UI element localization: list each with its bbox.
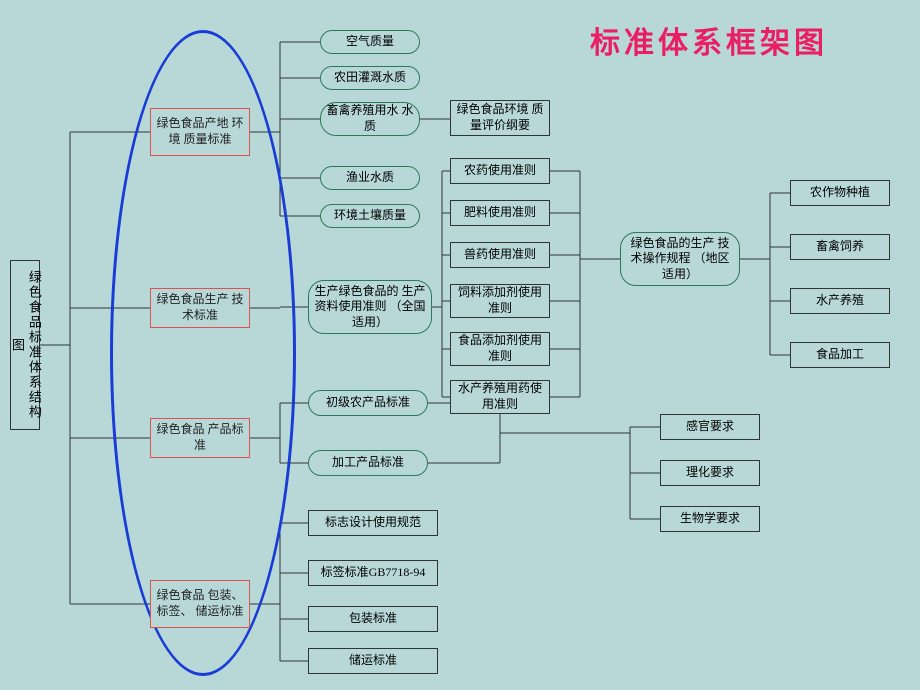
node-l4_fert: 肥料使用准则 <box>450 200 550 226</box>
node-l3_fish: 渔业水质 <box>320 166 420 190</box>
node-l4_vet: 兽药使用准则 <box>450 242 550 268</box>
node-l6_proc: 食品加工 <box>790 342 890 368</box>
node-l3_store: 储运标准 <box>308 648 438 674</box>
node-l3_label: 标签标准GB7718-94 <box>308 560 438 586</box>
node-l3_air: 空气质量 <box>320 30 420 54</box>
node-root: 绿色食品标准体系结构图 <box>10 260 40 430</box>
node-l4_pest: 农药使用准则 <box>450 158 550 184</box>
node-l3_processed: 加工产品标准 <box>308 450 428 476</box>
node-l3_pack: 包装标准 <box>308 606 438 632</box>
node-l4_foodadd: 食品添加剂使用 准则 <box>450 332 550 366</box>
node-l3_lvwater: 畜禽养殖用水 水质 <box>320 102 420 136</box>
node-l4_aqua: 水产养殖用药使 用准则 <box>450 380 550 414</box>
node-l2_4: 绿色食品 包装、标签、 储运标准 <box>150 580 250 628</box>
node-l2_1: 绿色食品产地 环境 质量标准 <box>150 108 250 156</box>
node-l3_prodmat: 生产绿色食品的 生产资料使用准则 （全国适用） <box>308 280 432 334</box>
node-l2_3: 绿色食品 产品标准 <box>150 418 250 458</box>
node-l6_crop: 农作物种植 <box>790 180 890 206</box>
node-l5_techproc: 绿色食品的生产 技术操作规程 （地区适用） <box>620 232 740 286</box>
node-l3_logo: 标志设计使用规范 <box>308 510 438 536</box>
node-l6_lv: 畜禽饲养 <box>790 234 890 260</box>
node-l3_irrig: 农田灌溉水质 <box>320 66 420 90</box>
node-l4_env: 绿色食品环境 质量评价纲要 <box>450 100 550 136</box>
node-l5_chem: 理化要求 <box>660 460 760 486</box>
diagram-title: 标准体系框架图 <box>590 18 828 62</box>
node-l2_2: 绿色食品生产 技术标准 <box>150 288 250 328</box>
node-l3_soil: 环境土壤质量 <box>320 204 420 228</box>
node-l4_feed: 饲料添加剂使用 准则 <box>450 284 550 318</box>
node-l5_bio: 生物学要求 <box>660 506 760 532</box>
node-l5_sense: 感官要求 <box>660 414 760 440</box>
node-l3_primary: 初级农产品标准 <box>308 390 428 416</box>
node-l6_aqua: 水产养殖 <box>790 288 890 314</box>
